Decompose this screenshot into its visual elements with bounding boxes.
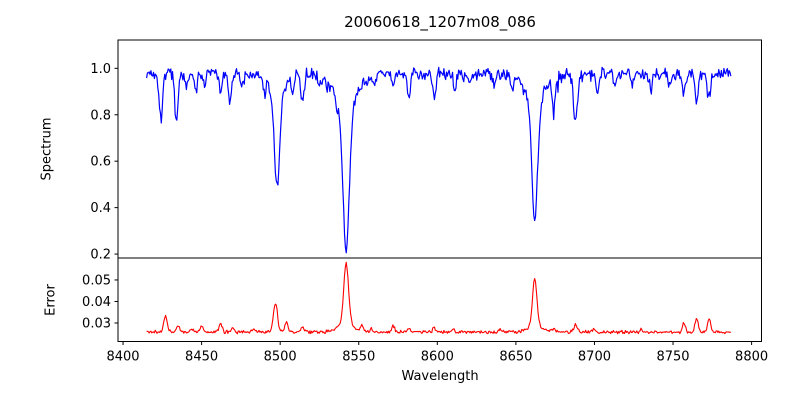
spectrum-y-tick-label: 0.4	[90, 201, 111, 216]
spectrum-y-tick-label: 0.8	[90, 108, 111, 123]
spectrum-y-tick-label: 0.6	[90, 155, 111, 170]
error-y-tick-label: 0.03	[82, 316, 111, 331]
error-y-tick-label: 0.04	[82, 295, 111, 310]
spectrum-line	[146, 66, 732, 254]
x-tick-label: 8650	[499, 350, 532, 365]
x-tick-label: 8450	[185, 350, 218, 365]
error-axes-frame	[117, 257, 762, 342]
x-tick-label: 8400	[106, 350, 139, 365]
error-line	[146, 261, 731, 335]
spectrum-y-tick-label: 1.0	[90, 62, 111, 77]
x-tick-label: 8700	[578, 350, 611, 365]
error-y-tick-label: 0.05	[82, 273, 111, 288]
x-tick-label: 8500	[264, 350, 297, 365]
spectrum-y-tick-label: 0.2	[90, 248, 111, 263]
error-y-axis-label: Error	[43, 284, 59, 316]
x-tick-label: 8750	[656, 350, 689, 365]
chart-title: 20060618_1207m08_086	[344, 13, 536, 31]
x-tick-label: 8600	[421, 350, 454, 365]
x-tick-label: 8800	[735, 350, 768, 365]
x-tick-label: 8550	[342, 350, 375, 365]
x-axis-label: Wavelength	[401, 369, 479, 384]
spectrum-y-axis-label: Spectrum	[39, 117, 55, 181]
